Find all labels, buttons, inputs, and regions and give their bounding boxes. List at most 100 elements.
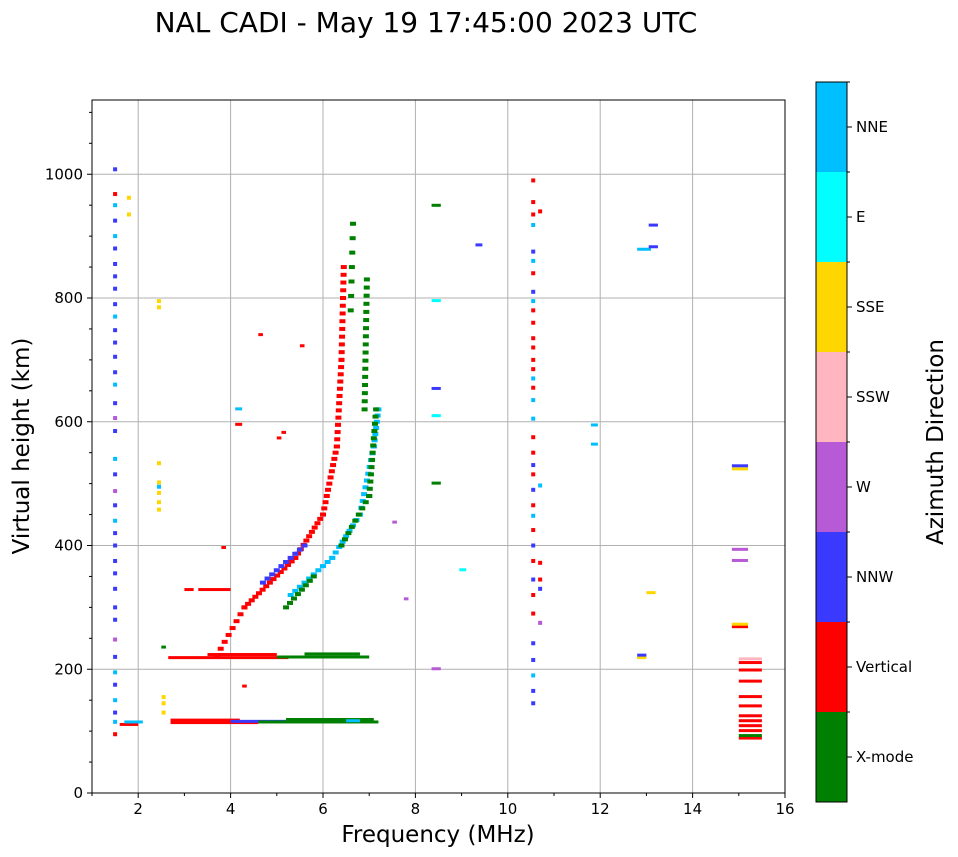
- trace-point: [326, 481, 333, 486]
- trace-point: [303, 538, 310, 543]
- echo-segment: [738, 695, 762, 699]
- echo-segment: [731, 547, 749, 551]
- colorbar-swatch: [816, 172, 847, 262]
- echo-segment: [431, 386, 441, 390]
- trace-point: [371, 438, 378, 443]
- echo-point: [531, 357, 536, 362]
- echo-point: [538, 560, 543, 565]
- echo-point: [156, 507, 161, 512]
- trace-point: [292, 551, 299, 556]
- trace-point: [339, 303, 346, 308]
- trace-point: [263, 584, 270, 589]
- trace-point: [333, 444, 340, 449]
- echo-point: [113, 401, 118, 406]
- echo-point: [156, 305, 161, 310]
- echo-segment: [258, 333, 263, 337]
- echo-point: [531, 641, 536, 646]
- trace-point: [296, 547, 303, 552]
- trace-point: [281, 566, 288, 571]
- trace-point: [248, 598, 255, 603]
- echo-point: [161, 710, 166, 715]
- colorbar-frame: [815, 81, 848, 803]
- echo-point: [531, 416, 536, 421]
- echo-segment: [431, 414, 441, 418]
- echo-point: [531, 376, 536, 381]
- trace-point: [362, 342, 369, 347]
- echo-segment: [299, 344, 305, 348]
- trace-point: [349, 250, 356, 255]
- echo-point: [113, 167, 118, 172]
- echo-segment: [738, 729, 762, 733]
- axes: 2 4 6 8 10 12 14 16 0 200 400 600 800 1000: [45, 111, 795, 818]
- echo-point: [538, 483, 543, 488]
- echo-segment: [637, 656, 647, 660]
- trace-point: [340, 280, 347, 285]
- trace-point: [362, 350, 369, 355]
- echo-point: [531, 367, 536, 372]
- echo-segment: [731, 464, 749, 468]
- trace-point: [278, 564, 285, 569]
- trace-point: [229, 626, 236, 631]
- echo-point: [531, 503, 536, 508]
- echo-point: [531, 178, 536, 183]
- echo-point: [531, 577, 536, 582]
- echo-point: [161, 695, 166, 700]
- echo-point: [113, 719, 118, 724]
- trace-point: [335, 422, 342, 427]
- x-tick-label: 4: [226, 800, 236, 818]
- echo-segment: [119, 722, 139, 726]
- x-tick-label: 12: [591, 800, 610, 818]
- trace-point: [221, 639, 228, 644]
- trace-point: [368, 465, 375, 470]
- echo-segment: [346, 719, 360, 723]
- trace-point: [292, 588, 299, 593]
- echo-point: [531, 487, 536, 492]
- trace-point: [340, 265, 347, 270]
- echo-point: [531, 463, 536, 468]
- trace-point: [362, 358, 369, 363]
- echo-point: [113, 261, 118, 266]
- echo-segment: [276, 436, 282, 440]
- echo-point: [531, 558, 536, 563]
- x-tick-label: 16: [775, 800, 794, 818]
- trace-point: [361, 407, 368, 412]
- trace-point: [323, 494, 330, 498]
- trace-point: [331, 456, 338, 461]
- echo-point: [113, 571, 118, 576]
- echo-point: [113, 314, 118, 319]
- trace-point: [362, 334, 369, 339]
- echo-segment: [731, 558, 749, 562]
- trace-point: [294, 592, 301, 597]
- trace-point: [340, 296, 347, 300]
- trace-point: [346, 528, 353, 533]
- echo-segment: [161, 645, 166, 649]
- trace-point: [290, 596, 297, 601]
- echo-point: [531, 593, 536, 597]
- echo-segment: [170, 721, 259, 725]
- echo-point: [113, 710, 118, 715]
- echo-point: [531, 222, 536, 227]
- trace-point: [325, 487, 332, 492]
- echo-point: [126, 212, 131, 217]
- echo-segment: [738, 668, 762, 672]
- trace-point: [371, 429, 378, 434]
- trace-point: [310, 574, 317, 579]
- plot-frame: [91, 99, 786, 794]
- echo-segment: [738, 704, 762, 708]
- echo-segment: [738, 661, 762, 665]
- trace-point: [363, 478, 370, 483]
- trace-point: [252, 594, 259, 599]
- echo-point: [538, 577, 543, 582]
- echo-point: [531, 688, 536, 693]
- echo-segment: [242, 684, 247, 688]
- trace-point: [373, 419, 380, 424]
- echo-segment: [198, 588, 231, 592]
- x-tick-label: 6: [318, 800, 328, 818]
- echo-point: [531, 320, 536, 325]
- echo-point: [531, 657, 536, 662]
- trace-point: [241, 605, 248, 610]
- trace-point: [363, 301, 370, 306]
- y-tick-label: 600: [54, 413, 83, 431]
- echo-segment: [184, 588, 194, 592]
- trace-point: [359, 498, 366, 503]
